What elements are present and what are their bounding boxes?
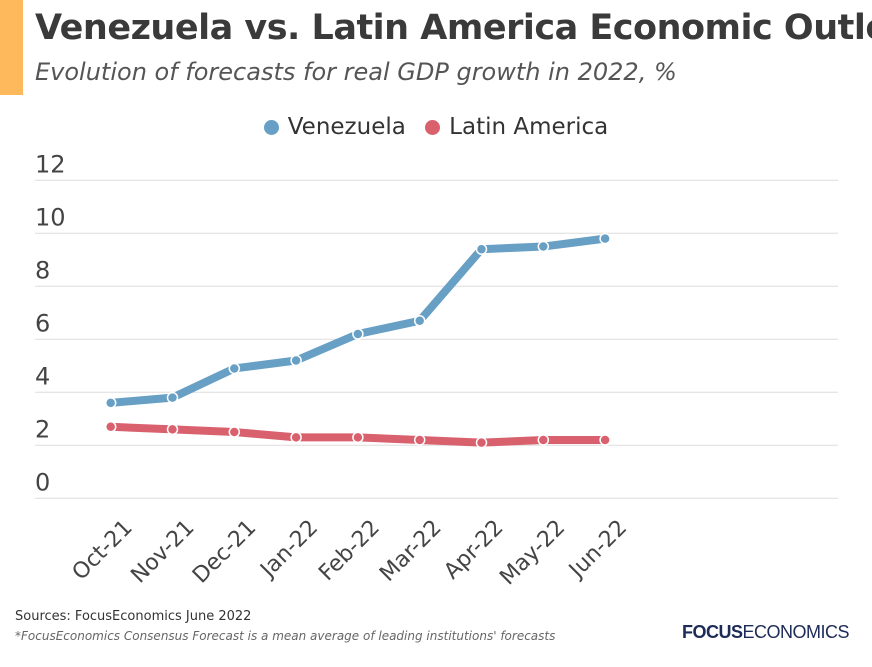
- data-point: [413, 434, 426, 446]
- x-tick-label: Dec-21: [188, 515, 261, 588]
- legend-item-venezuela[interactable]: Venezuela: [263, 114, 406, 140]
- data-point: [228, 362, 241, 375]
- footnote-text: *FocusEconomics Consensus Forecast is a …: [15, 629, 556, 643]
- legend-item-latin-america[interactable]: Latin America: [425, 114, 608, 140]
- focuseconomics-logo: FOCUSECONOMICS: [682, 622, 850, 642]
- legend-label: Venezuela: [287, 114, 406, 140]
- y-tick-label: 0: [35, 468, 50, 496]
- series-line-venezuela: [110, 234, 606, 407]
- x-tick-label: Jun-22: [563, 515, 632, 584]
- data-point: [413, 315, 426, 327]
- y-tick-label: 10: [35, 203, 66, 231]
- data-point: [537, 434, 550, 446]
- y-tick-label: 8: [35, 256, 50, 284]
- legend-marker-venezuela: [263, 119, 279, 135]
- accent-bar: [0, 0, 23, 95]
- chart-subtitle: Evolution of forecasts for real GDP grow…: [35, 58, 677, 86]
- x-tick-label: Nov-21: [126, 515, 199, 588]
- y-tick-label: 2: [35, 415, 50, 443]
- data-point: [290, 354, 302, 367]
- data-point: [104, 421, 117, 433]
- y-tick-label: 4: [35, 362, 50, 390]
- x-tick-label: May-22: [495, 515, 570, 590]
- data-point: [352, 431, 364, 444]
- x-tick-label: Feb-22: [314, 515, 385, 586]
- x-tick-label: Jan-22: [255, 515, 323, 583]
- y-tick-label: 12: [35, 150, 66, 178]
- y-tick-label: 6: [35, 309, 50, 337]
- data-point: [166, 423, 179, 436]
- data-point: [228, 426, 241, 438]
- data-point: [599, 232, 611, 245]
- data-point: [166, 391, 179, 404]
- x-tick-label: Mar-22: [375, 515, 446, 586]
- data-point: [352, 328, 364, 340]
- data-point: [475, 436, 488, 449]
- legend-marker-latin-america: [425, 119, 441, 135]
- sources-text: Sources: FocusEconomics June 2022: [15, 609, 252, 624]
- legend: Venezuela Latin America: [0, 114, 872, 141]
- chart-title: Venezuela vs. Latin America Economic Out…: [35, 8, 872, 48]
- x-tick-label: Oct-21: [68, 515, 138, 585]
- data-point: [104, 397, 117, 409]
- data-point: [290, 431, 302, 444]
- data-point: [537, 240, 550, 253]
- data-point: [599, 434, 611, 446]
- legend-label: Latin America: [449, 114, 609, 140]
- data-point: [475, 243, 488, 255]
